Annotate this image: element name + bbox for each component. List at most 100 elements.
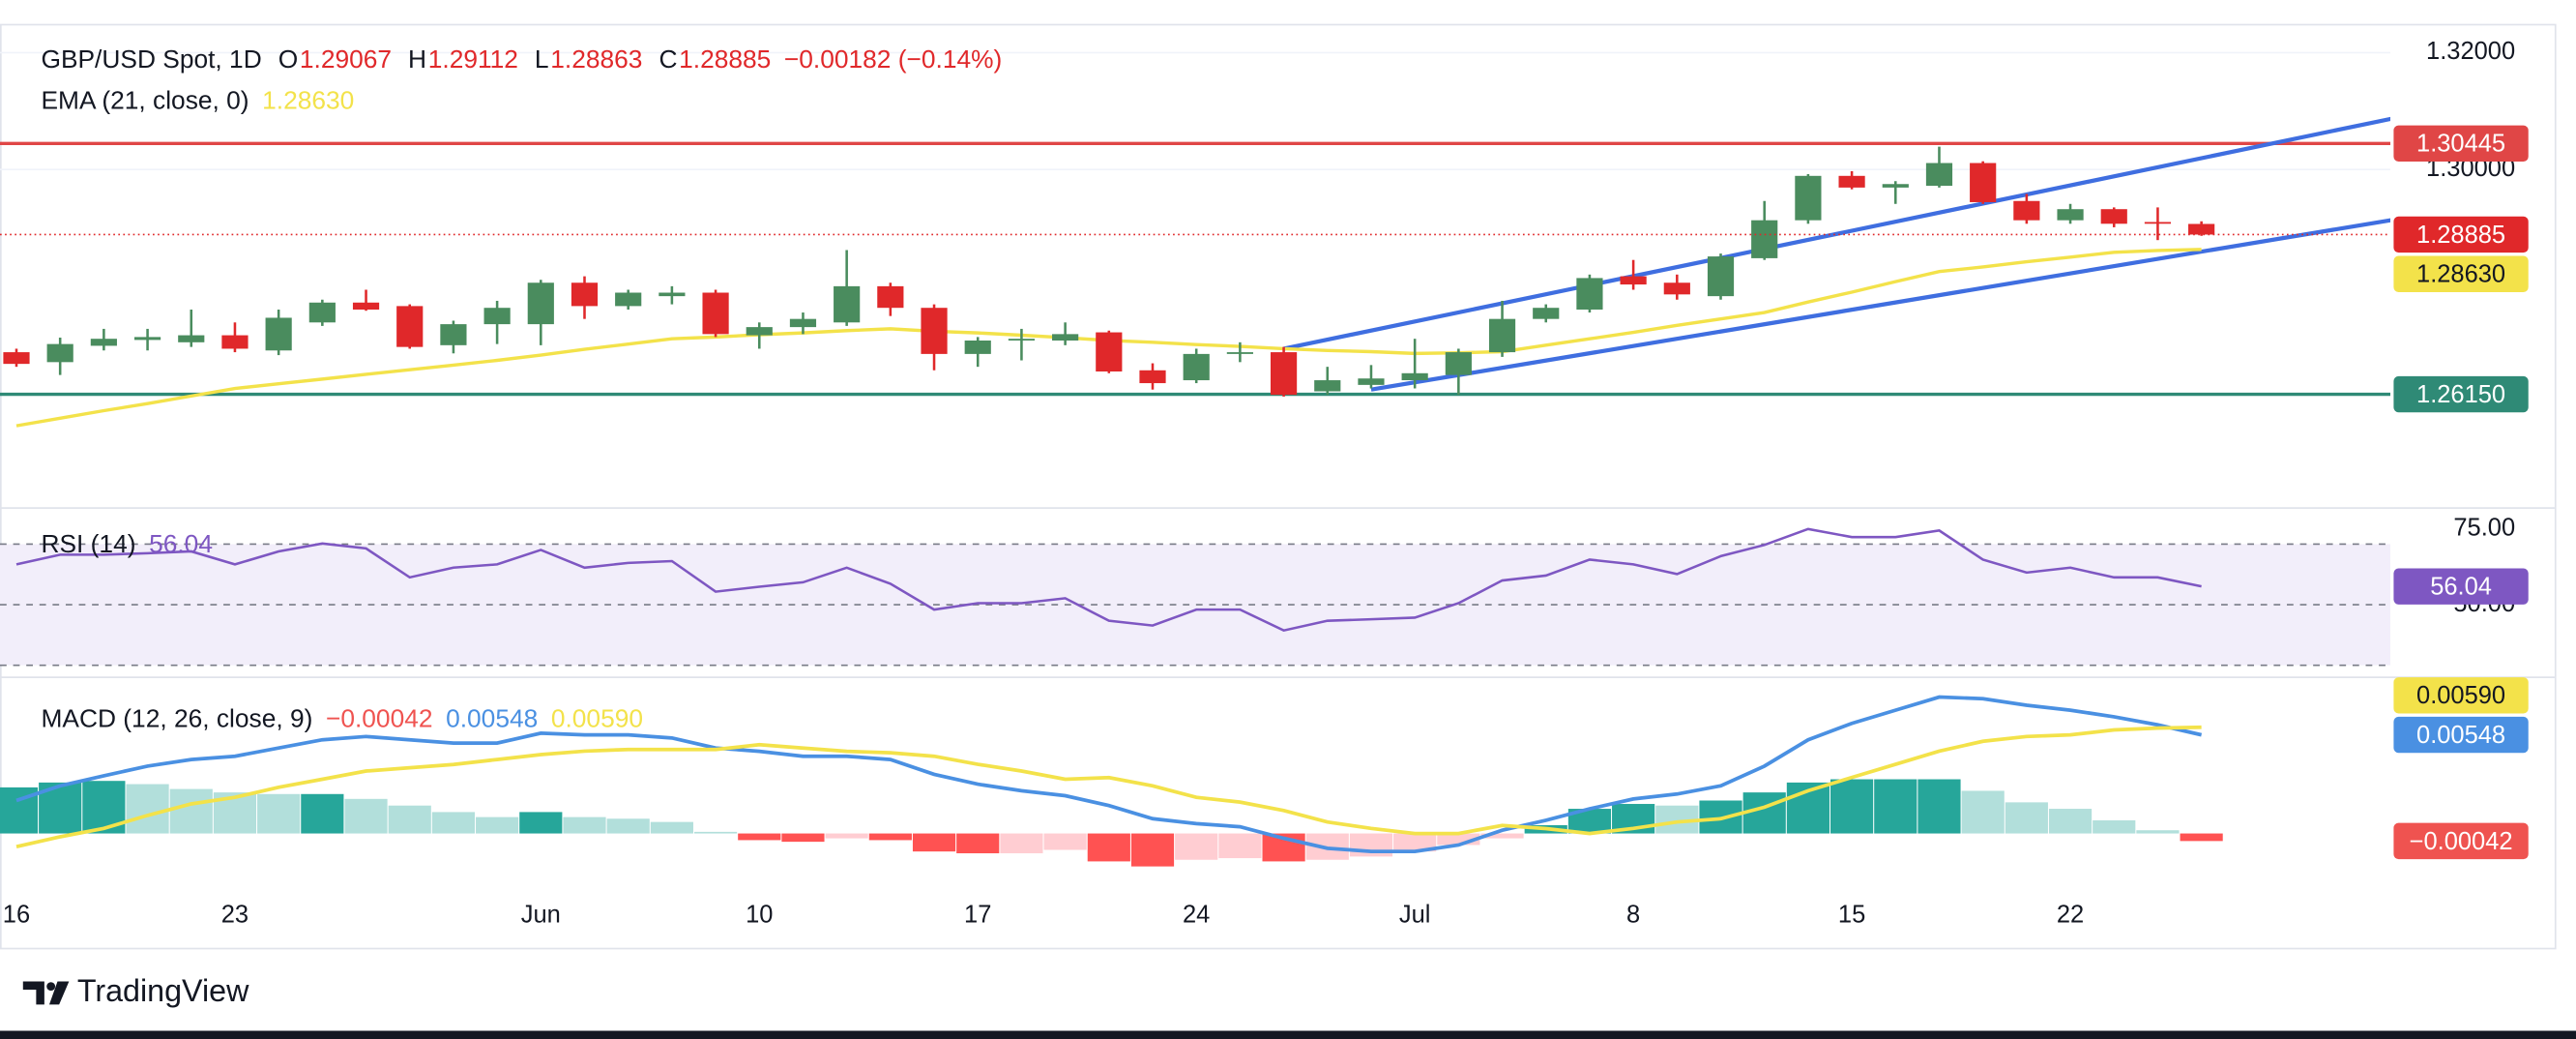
- candle-body: [746, 327, 773, 336]
- candle-body: [1488, 318, 1516, 353]
- histogram-bar: [2093, 819, 2136, 834]
- legend-text: EMA (21, close, 0): [41, 85, 249, 114]
- candle-body: [1008, 339, 1036, 341]
- histogram-bar: [2180, 833, 2223, 842]
- legend-text: 1.28885: [679, 45, 771, 74]
- histogram-bar: [257, 793, 301, 834]
- candle-body: [483, 308, 511, 325]
- legend-text: 0.00548: [446, 703, 538, 732]
- candle-body: [789, 318, 817, 328]
- legend: EMA (21, close, 0) 1.28630: [41, 85, 354, 114]
- candle-body: [46, 343, 73, 363]
- histogram-bar: [344, 798, 388, 834]
- histogram-bar: [606, 818, 650, 834]
- legend-text: 1.29067: [300, 45, 392, 74]
- legend-text: L: [535, 45, 549, 74]
- candle-body: [1314, 380, 1341, 392]
- macd-line: [15, 725, 2202, 848]
- trend-line: [1283, 116, 2391, 351]
- candle-body: [265, 317, 292, 351]
- bottom-bar: [0, 1030, 2576, 1039]
- x-tick-label: Jul: [1399, 901, 1431, 928]
- legend-text: O: [278, 45, 298, 74]
- logo-mark: [46, 982, 56, 992]
- legend-text: H: [408, 45, 426, 74]
- logo-mark: [48, 981, 70, 1005]
- candle-body: [1533, 308, 1560, 319]
- candle-body: [2100, 209, 2127, 224]
- candle-body: [834, 285, 861, 323]
- candle-body: [1096, 332, 1123, 371]
- histogram-bar: [431, 812, 476, 834]
- candle-body: [1882, 184, 1909, 188]
- candle-body: [1139, 370, 1166, 384]
- legend: GBP/USD Spot, 1D O 1.29067 H 1.29112 L 1.28863…: [41, 45, 1002, 74]
- candle-body: [1663, 282, 1690, 295]
- histogram-bar: [1043, 833, 1087, 850]
- brand: TradingView: [77, 973, 249, 1008]
- histogram-bar: [388, 805, 431, 834]
- y-tick-label: 1.32000: [2426, 38, 2515, 65]
- candle-body: [571, 282, 599, 307]
- candle-body: [1183, 353, 1210, 381]
- x-tick-label: 24: [1183, 901, 1210, 928]
- histogram-bar: [519, 812, 563, 834]
- legend: MACD (12, 26, close, 9) −0.00042 0.00548 0.…: [41, 703, 643, 732]
- legend: RSI (14) 56.04: [41, 529, 212, 558]
- legend-text: GBP/USD Spot, 1D: [41, 45, 261, 74]
- x-tick-label: Jun: [521, 901, 561, 928]
- candle-body: [1707, 256, 1735, 297]
- candle-body: [1838, 175, 1865, 188]
- histogram-bar: [476, 816, 519, 834]
- histogram-bar: [912, 833, 956, 852]
- legend-text: −0.00182 (−0.14%): [784, 45, 1002, 74]
- axis-value-box: [2393, 216, 2529, 253]
- histogram-bar: [738, 833, 781, 841]
- legend-text: C: [659, 45, 677, 74]
- price-pane: [0, 51, 2391, 428]
- axis-value-box: [2393, 677, 2529, 714]
- histogram-bar: [1480, 833, 1524, 839]
- axis-value-box: [2393, 125, 2529, 163]
- candle-body: [615, 292, 642, 307]
- legend-text: 1.28630: [262, 85, 354, 114]
- axis-value-label: 1.30445: [2416, 131, 2505, 158]
- histogram-bar: [1917, 779, 1961, 834]
- logo: TradingView: [22, 973, 249, 1008]
- candle-body: [352, 302, 380, 311]
- x-tick-label: 8: [1626, 901, 1640, 928]
- axis-value-label: 1.28885: [2416, 222, 2505, 249]
- rsi-line: [15, 527, 2202, 633]
- logo-mark: [22, 981, 44, 1005]
- candle-body: [178, 335, 205, 342]
- axis-value-label: 1.26150: [2416, 381, 2505, 408]
- legend-text: 1.28863: [550, 45, 642, 74]
- axis-value-label: −0.00042: [2410, 828, 2513, 855]
- histogram-bar: [1175, 833, 1218, 860]
- legend-text: 56.04: [149, 529, 213, 558]
- candle-body: [1445, 352, 1472, 375]
- candle-body: [877, 285, 904, 309]
- candle-body: [2188, 223, 2215, 235]
- x-tick-label: 23: [221, 901, 249, 928]
- x-tick-label: 10: [746, 901, 773, 928]
- macd-pane: [0, 695, 2223, 867]
- axis-value-label: 56.04: [2430, 574, 2492, 601]
- axis-value-box: [2393, 255, 2529, 292]
- legend-text: 1.29112: [428, 45, 518, 74]
- histogram-bar: [169, 788, 213, 834]
- histogram-bar: [1830, 779, 1874, 834]
- histogram-bar: [1874, 779, 1917, 834]
- candle-body: [1226, 352, 1253, 354]
- candle-body: [1576, 278, 1603, 311]
- y-tick-label: 75.00: [2453, 515, 2515, 542]
- candle-body: [1270, 352, 1298, 396]
- candle-body: [1925, 163, 1953, 187]
- legend-text: RSI (14): [41, 529, 135, 558]
- candle-body: [964, 341, 991, 354]
- rsi-pane: [0, 527, 2391, 667]
- x-tick-label: 15: [1838, 901, 1865, 928]
- candle-body: [1052, 334, 1079, 341]
- candle-body: [221, 335, 249, 349]
